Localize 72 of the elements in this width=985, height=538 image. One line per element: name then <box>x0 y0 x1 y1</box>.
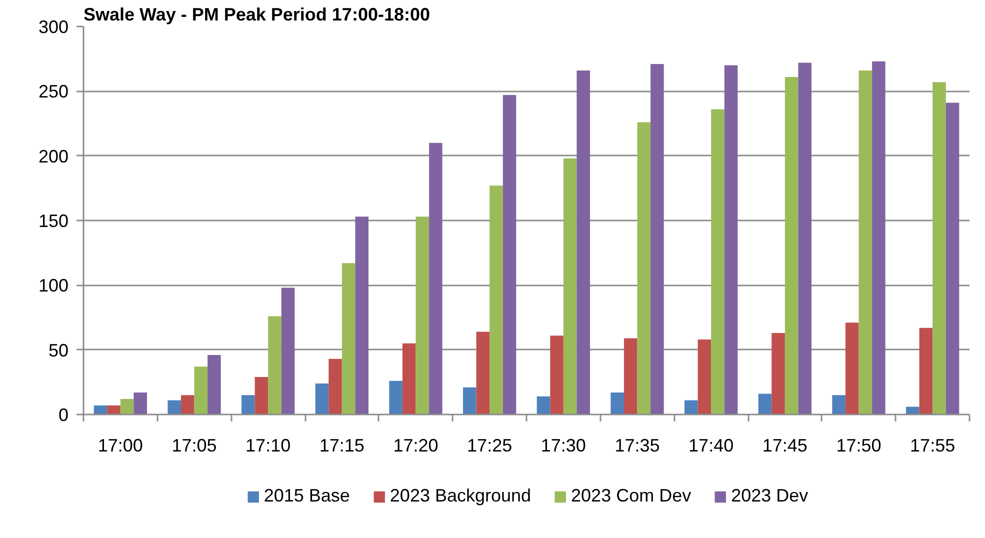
bar <box>342 263 356 414</box>
bar <box>845 322 859 414</box>
bar <box>906 406 920 414</box>
bar <box>194 366 208 414</box>
bar <box>798 62 812 414</box>
bar <box>180 395 194 414</box>
chart-title: Swale Way - PM Peak Period 17:00-18:00 <box>84 4 430 24</box>
bar <box>919 328 933 414</box>
bar <box>563 158 577 414</box>
bar <box>758 394 772 414</box>
bar <box>463 387 476 414</box>
bar <box>134 392 147 414</box>
bar <box>932 82 946 414</box>
bar <box>624 338 638 414</box>
bar <box>476 332 490 414</box>
y-tick-label: 250 <box>38 82 69 102</box>
x-tick-label: 17:20 <box>393 436 438 456</box>
bar <box>858 70 872 414</box>
bar <box>107 405 120 414</box>
bar <box>429 142 442 414</box>
x-tick-label: 17:30 <box>540 436 586 456</box>
bar <box>724 65 738 414</box>
bar <box>550 336 564 414</box>
bar <box>650 64 664 414</box>
bar <box>637 122 651 414</box>
bar <box>698 339 712 414</box>
x-tick-label: 17:55 <box>910 436 956 456</box>
bar <box>168 400 181 414</box>
x-tick-label: 17:45 <box>762 436 808 456</box>
legend-label: 2023 Dev <box>731 486 808 506</box>
x-tick-label: 17:15 <box>319 436 364 456</box>
bar <box>576 70 590 414</box>
bar <box>120 398 134 414</box>
bar <box>242 395 255 414</box>
x-tick-label: 17:00 <box>98 436 143 456</box>
bar <box>254 376 268 414</box>
x-tick-label: 17:40 <box>688 436 734 456</box>
y-tick-label: 50 <box>48 340 69 360</box>
legend-label: 2023 Background <box>390 486 532 506</box>
x-tick-label: 17:50 <box>836 436 882 456</box>
bar <box>610 392 624 414</box>
bar <box>684 400 698 414</box>
bar <box>208 355 221 414</box>
x-tick-label: 17:25 <box>467 436 512 456</box>
bar <box>315 383 329 414</box>
y-tick-label: 0 <box>58 405 69 425</box>
y-tick-label: 150 <box>38 211 69 231</box>
bar <box>946 102 960 414</box>
bar <box>281 288 295 414</box>
bar <box>490 186 503 414</box>
x-tick-label: 17:05 <box>172 436 217 456</box>
bar <box>832 395 846 414</box>
y-tick-label: 200 <box>38 146 69 166</box>
y-tick-label: 100 <box>38 276 69 296</box>
bar <box>389 380 402 414</box>
bar <box>355 216 368 414</box>
x-tick-label: 17:35 <box>614 436 660 456</box>
bar <box>402 343 416 414</box>
legend-label: 2015 Base <box>264 486 350 506</box>
y-tick-label: 300 <box>38 17 69 37</box>
bar <box>536 396 550 414</box>
bar <box>772 333 785 414</box>
bar <box>711 109 724 414</box>
x-tick-label: 17:10 <box>246 436 291 456</box>
legend-label: 2023 Com Dev <box>571 486 692 506</box>
bar <box>416 216 430 414</box>
bar <box>328 358 342 414</box>
bar <box>268 316 282 414</box>
bar <box>94 405 108 414</box>
bar <box>872 61 886 414</box>
bar <box>502 95 516 414</box>
bar <box>784 76 798 414</box>
